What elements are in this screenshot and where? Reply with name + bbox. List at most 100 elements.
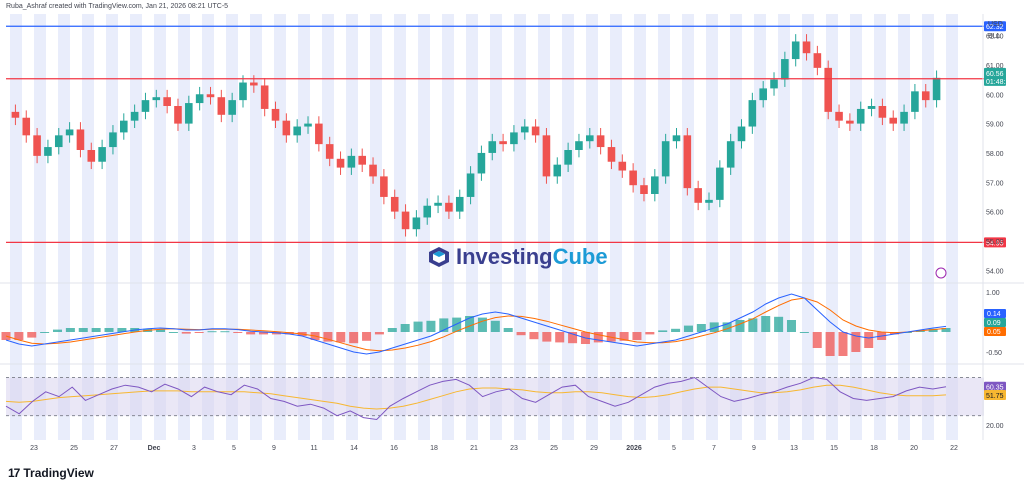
candle-body [401,211,410,230]
level-tag-label: 62.32 [986,24,1004,31]
candle-body [770,79,778,89]
macd-histogram-bar [774,316,784,332]
time-tick-label: 23 [30,445,38,452]
price-tick-label: 55.00 [986,239,1004,246]
macd-histogram-bar [220,331,230,333]
rsi-line [5,376,947,421]
session-band [898,14,910,440]
session-band [466,14,478,440]
cube-logo-icon [429,247,449,267]
macd-histogram-bar [465,316,475,332]
time-tick-label: Dec [148,445,161,452]
macd-histogram-bar [259,332,269,335]
session-band [850,14,862,440]
session-band [802,14,814,440]
candle-body [585,135,594,142]
candle-body [293,126,301,136]
macd-histogram-bar [91,328,101,332]
macd-histogram-bar [593,332,603,343]
macd-histogram-bar [194,332,204,333]
session-band [586,14,598,440]
last-price-value: 60.56 [986,71,1004,78]
candle-body [271,108,280,121]
time-tick-label: 21 [470,445,478,452]
macd-histogram-bar [349,332,359,344]
candle-body [390,196,399,212]
time-tick-label: 14 [350,445,358,452]
level-tag [984,237,1006,248]
time-tick-label: 18 [430,445,438,452]
macd-tag [984,318,1006,327]
macd-histogram-bar [490,320,500,332]
macd-histogram-bar [426,320,436,332]
price-tick-label: 58.00 [986,151,1004,158]
session-band [34,14,46,440]
candle-body [11,111,20,118]
candle-body [737,126,746,142]
macd-histogram-bar [117,328,127,332]
time-tick-label: 13 [790,445,798,452]
time-tick-label: 25 [70,445,78,452]
candle-body [596,135,605,148]
candle-body [109,132,117,148]
macd-tag [984,309,1006,318]
session-band [250,14,262,440]
time-tick-label: 15 [830,445,838,452]
candle-body [22,117,31,136]
time-tick-label: 22 [950,445,958,452]
price-pane [6,25,984,279]
session-band [610,14,622,440]
currency-label: BLL [988,33,1001,40]
macd-histogram-bar [27,332,37,338]
time-tick-label: 18 [870,445,878,452]
macd-histogram-bar [362,332,372,341]
candle-body [856,108,865,124]
candle-body [932,77,941,101]
macd-histogram-bar [748,318,758,332]
macd-tick-label: 1.00 [986,290,1000,297]
level-tag [984,21,1006,32]
macd-signal-line [5,297,947,352]
macd-histogram-bar [529,332,539,340]
macd-histogram-bar [838,332,848,356]
candle-body [911,91,919,112]
candle-body [434,202,442,206]
session-band [178,14,190,440]
macd-histogram-bar [941,328,951,332]
candle-body [369,164,377,177]
time-tick-label: 2026 [626,445,642,452]
session-band [274,14,286,440]
candle-body [44,147,52,156]
session-band [106,14,118,440]
candle-body [174,106,182,124]
macd-histogram-bar [65,328,75,332]
candle-body [304,123,312,127]
session-band [346,14,358,440]
time-tick-label: 29 [590,445,598,452]
candle-body [185,103,193,124]
candle-body [846,120,854,124]
macd-histogram-bar [168,332,178,333]
session-band [682,14,694,440]
candle-body [65,129,74,136]
footer-brand: TradingView [23,466,94,480]
time-tick-label: 5 [232,445,236,452]
candle-body [651,176,659,194]
macd-histogram-bar [864,332,874,348]
session-band [394,14,406,440]
macd-line [5,293,947,355]
session-band [82,14,94,440]
rsi-tag-label: 51.75 [986,393,1004,400]
candle-body [282,120,291,136]
session-band [154,14,166,440]
price-tick-label: 57.00 [986,180,1004,187]
candle-body [250,82,258,86]
candle-body [455,196,464,212]
macd-histogram-bar [709,322,719,332]
price-tick-label: 54.00 [986,268,1004,275]
candle-body [900,111,908,124]
session-band [442,14,454,440]
macd-histogram-bar [156,329,166,332]
watermark-part2: Cube [552,244,608,269]
session-band [202,14,214,440]
